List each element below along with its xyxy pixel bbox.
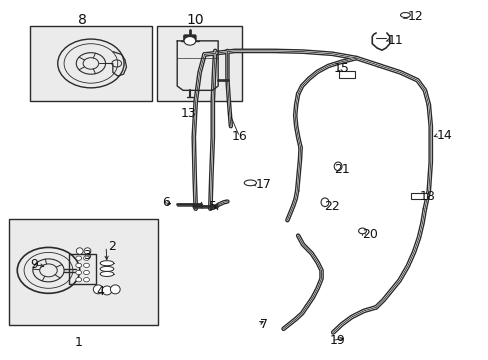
Text: 12: 12 [407,10,422,23]
Text: 18: 18 [419,190,434,203]
Bar [69,254,96,284]
Text: 22: 22 [324,201,340,213]
Text: 20: 20 [362,228,377,241]
Ellipse shape [76,248,83,254]
Ellipse shape [321,198,328,207]
Circle shape [83,278,89,282]
Text: 11: 11 [387,33,403,47]
Ellipse shape [93,285,103,294]
Circle shape [83,270,89,275]
Ellipse shape [400,13,409,18]
Circle shape [83,256,89,260]
FancyBboxPatch shape [183,35,196,41]
Circle shape [183,37,195,45]
Bar [30,26,152,101]
Text: 19: 19 [328,334,345,347]
Text: 3: 3 [83,249,91,262]
Text: 14: 14 [436,129,451,142]
Text: 8: 8 [78,13,87,27]
Circle shape [83,263,89,267]
Ellipse shape [110,285,120,294]
Text: 7: 7 [260,318,267,331]
Text: 9: 9 [30,258,38,271]
Text: 1: 1 [75,336,82,348]
Text: 4: 4 [97,285,104,298]
Ellipse shape [100,271,114,276]
Text: 13: 13 [180,107,196,120]
Circle shape [76,256,81,260]
Ellipse shape [100,266,114,271]
Bar [9,220,158,325]
Circle shape [76,263,81,267]
Text: 5: 5 [208,201,216,213]
Ellipse shape [244,180,256,186]
Circle shape [76,270,81,275]
Text: 10: 10 [186,13,204,27]
Text: 6: 6 [162,196,170,209]
Bar [338,71,354,78]
Ellipse shape [100,261,114,266]
Bar [410,193,426,199]
Text: 15: 15 [333,62,349,75]
Ellipse shape [333,162,341,171]
Ellipse shape [84,248,91,254]
Ellipse shape [358,228,366,234]
Circle shape [76,278,81,282]
Text: 21: 21 [333,163,349,176]
Text: 17: 17 [256,178,271,191]
Text: 2: 2 [108,240,116,253]
Bar [157,26,242,101]
Ellipse shape [102,286,112,295]
Text: 16: 16 [231,130,247,144]
